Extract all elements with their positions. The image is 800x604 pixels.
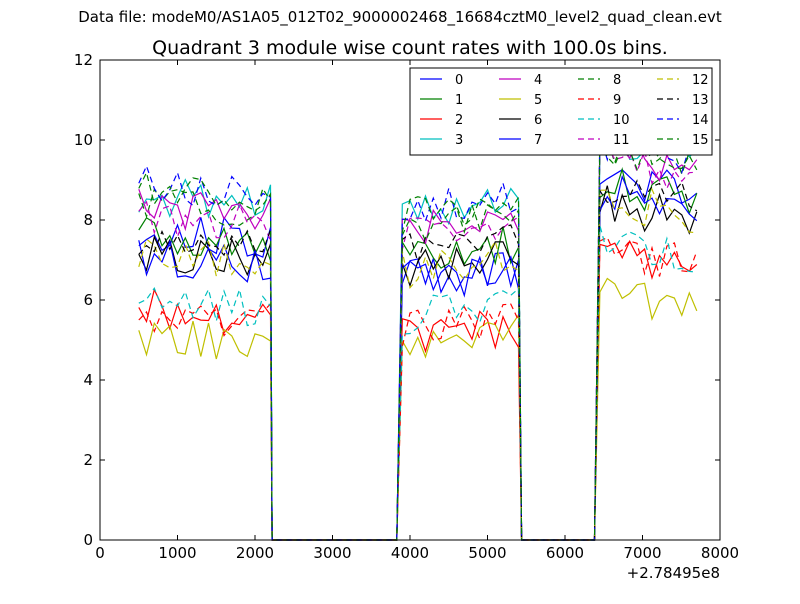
x-tick-label: 8000 (701, 544, 739, 562)
y-tick-label: 4 (83, 371, 93, 389)
axis-ticks: 0 1000 2000 3000 4000 5000 6000 7000 80000246810… (74, 51, 739, 562)
legend-label-12: 12 (692, 73, 709, 88)
y-tick-label: 2 (83, 451, 93, 469)
series-lines (138, 126, 698, 541)
legend-label-8: 8 (613, 73, 621, 88)
x-tick-label: 6000 (546, 544, 584, 562)
x-tick-label: 1000 (158, 544, 196, 562)
legend-label-10: 10 (613, 113, 630, 128)
legend-label-7: 7 (534, 133, 542, 148)
legend-label-5: 5 (534, 93, 542, 108)
series-line-7 (138, 174, 698, 541)
series-line-6 (138, 185, 698, 541)
x-offset-label: +2.78495e8 (627, 564, 720, 582)
x-tick-label: 4000 (391, 544, 429, 562)
legend-label-11: 11 (613, 133, 630, 148)
series-line-10 (138, 225, 697, 541)
series-line-15 (138, 141, 698, 541)
series-line-8 (138, 126, 698, 541)
y-tick-label: 6 (83, 291, 93, 309)
series-line-13 (138, 179, 698, 541)
legend-label-9: 9 (613, 93, 621, 108)
x-tick-label: 2000 (236, 544, 274, 562)
y-tick-label: 0 (83, 531, 93, 549)
x-tick-label: 5000 (468, 544, 506, 562)
x-tick-label: 7000 (623, 544, 661, 562)
legend-label-13: 13 (692, 93, 709, 108)
legend-box (409, 67, 713, 156)
legend-label-6: 6 (534, 113, 542, 128)
x-tick-label: 3000 (313, 544, 351, 562)
legend-label-0: 0 (455, 73, 463, 88)
legend-label-4: 4 (534, 73, 542, 88)
data-file-suptitle: Data file: modeM0/AS1A05_012T02_90000024… (78, 8, 722, 26)
legend-label-1: 1 (455, 93, 463, 108)
series-line-9 (138, 236, 698, 541)
chart-title: Quadrant 3 module wise count rates with … (152, 37, 668, 59)
y-tick-label: 8 (83, 211, 93, 229)
legend-label-2: 2 (455, 113, 463, 128)
x-tick-label: 0 (95, 544, 105, 562)
legend-label-14: 14 (692, 113, 709, 128)
y-tick-label: 12 (74, 51, 93, 69)
series-line-2 (138, 239, 698, 541)
series-line-1 (138, 166, 698, 541)
y-tick-label: 10 (74, 131, 93, 149)
series-line-5 (138, 277, 698, 541)
legend-label-3: 3 (455, 133, 463, 148)
legend-label-15: 15 (692, 133, 709, 148)
